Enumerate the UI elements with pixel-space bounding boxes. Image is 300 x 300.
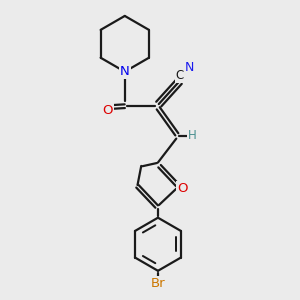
Text: O: O <box>102 104 113 117</box>
Text: N: N <box>184 61 194 74</box>
Text: O: O <box>177 182 188 195</box>
Text: C: C <box>176 69 184 82</box>
Text: Br: Br <box>151 277 165 290</box>
Text: H: H <box>188 129 197 142</box>
Text: N: N <box>120 65 130 78</box>
